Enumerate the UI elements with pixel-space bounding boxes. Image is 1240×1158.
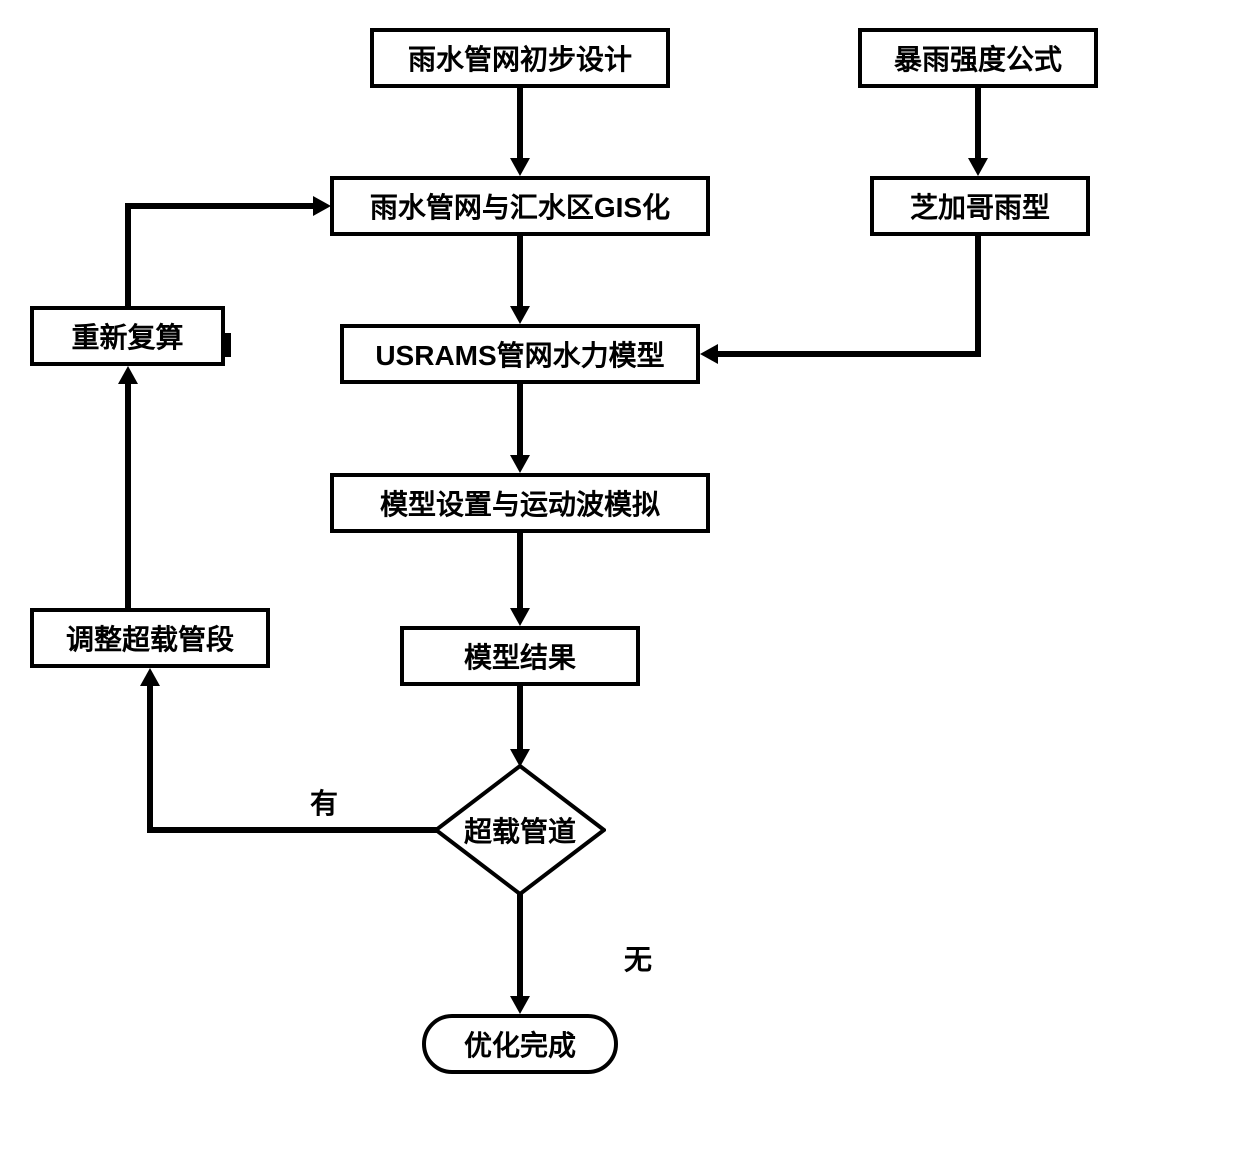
- edge: [147, 827, 437, 833]
- edge-label-yes: 有: [310, 782, 338, 822]
- arrowhead: [968, 158, 988, 176]
- arrowhead: [510, 996, 530, 1014]
- arrowhead: [510, 306, 530, 324]
- node-label: 模型设置与运动波模拟: [380, 483, 660, 523]
- edge: [225, 333, 231, 357]
- edge-label-text: 有: [310, 788, 338, 819]
- terminator-complete: 优化完成: [422, 1014, 618, 1074]
- node-label: 调整超载管段: [66, 618, 234, 658]
- node-label: 模型结果: [464, 636, 576, 676]
- edge-label-text: 无: [624, 944, 652, 975]
- flowchart-container: 雨水管网初步设计 暴雨强度公式 雨水管网与汇水区GIS化 芝加哥雨型 重新复算 …: [0, 0, 1240, 1158]
- decision-label: 超载管道: [464, 810, 576, 850]
- node-label: 芝加哥雨型: [910, 186, 1050, 226]
- edge: [517, 533, 523, 610]
- edge: [517, 384, 523, 456]
- edge: [975, 88, 981, 160]
- node-recalculate: 重新复算: [30, 306, 225, 366]
- arrowhead: [510, 749, 530, 767]
- edge: [718, 351, 981, 357]
- arrowhead: [118, 366, 138, 384]
- edge: [125, 203, 315, 209]
- node-adjust-overload: 调整超载管段: [30, 608, 270, 668]
- terminator-label: 优化完成: [464, 1024, 576, 1064]
- edge: [517, 236, 523, 308]
- edge: [975, 236, 981, 357]
- arrowhead: [313, 196, 331, 216]
- node-usrams-model: USRAMS管网水力模型: [340, 324, 700, 384]
- node-storm-intensity: 暴雨强度公式: [858, 28, 1098, 88]
- node-label: 暴雨强度公式: [894, 38, 1062, 78]
- edge: [517, 686, 523, 751]
- decision-overload-pipe: 超载管道: [434, 764, 606, 896]
- node-chicago-rain: 芝加哥雨型: [870, 176, 1090, 236]
- node-gis: 雨水管网与汇水区GIS化: [330, 176, 710, 236]
- node-label: USRAMS管网水力模型: [375, 334, 664, 374]
- arrowhead: [510, 608, 530, 626]
- arrowhead: [510, 455, 530, 473]
- node-model-result: 模型结果: [400, 626, 640, 686]
- arrowhead: [140, 668, 160, 686]
- node-initial-design: 雨水管网初步设计: [370, 28, 670, 88]
- edge-label-no: 无: [624, 938, 652, 978]
- node-label: 雨水管网初步设计: [408, 38, 632, 78]
- node-label: 雨水管网与汇水区GIS化: [370, 186, 670, 226]
- edge: [517, 894, 523, 998]
- arrowhead: [510, 158, 530, 176]
- node-label: 重新复算: [71, 316, 183, 356]
- edge: [125, 384, 131, 608]
- arrowhead: [700, 344, 718, 364]
- node-simulation: 模型设置与运动波模拟: [330, 473, 710, 533]
- edge: [125, 203, 131, 306]
- edge: [147, 686, 153, 833]
- edge: [517, 88, 523, 160]
